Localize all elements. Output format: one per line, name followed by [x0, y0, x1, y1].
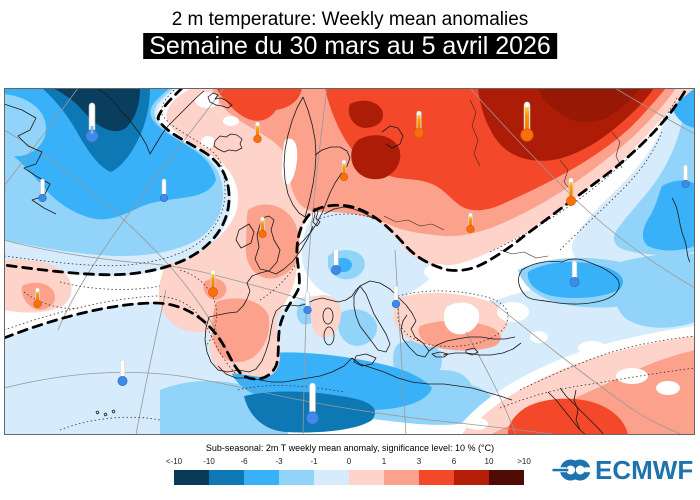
- svg-text:ECMWF: ECMWF: [595, 455, 693, 485]
